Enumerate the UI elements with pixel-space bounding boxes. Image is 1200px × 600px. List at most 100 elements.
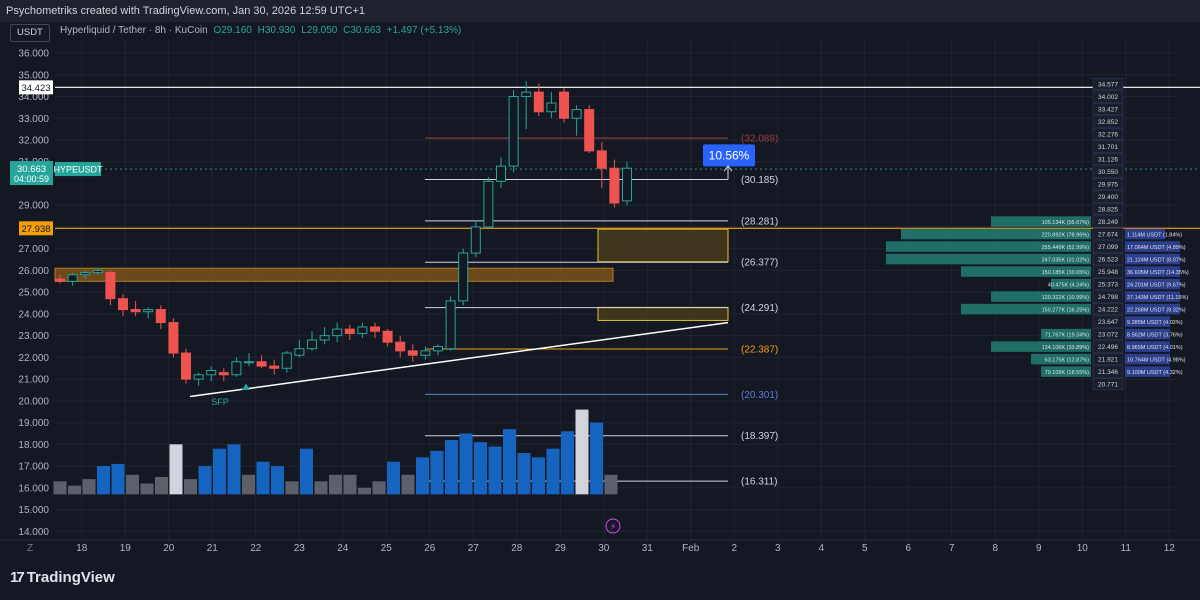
fib-level-label: (24.291)	[741, 303, 778, 314]
orderbook-price: 31.701	[1098, 144, 1118, 151]
price-tag-resistance	[19, 80, 53, 95]
orderbook-ask-bar	[1125, 328, 1170, 340]
ticker-tag	[55, 162, 101, 177]
candle-body	[395, 341, 406, 352]
volume-bar	[68, 485, 81, 495]
orderbook-ask-bar	[1125, 278, 1180, 290]
fvg-zone-lower	[597, 306, 729, 321]
candle-body	[218, 372, 229, 376]
volume-bar	[488, 446, 502, 495]
orderbook-bid-bar	[1041, 366, 1091, 377]
candle-body	[622, 167, 632, 202]
orderbook-ask-label: 8.562M USDT (3.76%)	[1127, 333, 1183, 339]
x-tick-label: 30	[598, 543, 610, 554]
orderbook-ask-bar	[1125, 353, 1170, 365]
candle-body	[496, 165, 506, 182]
price-chart[interactable]: (32.089) (30.185) (28.281) (26.377) (24.291)…	[0, 0, 1200, 560]
orderbook-ask-label: 24.201M USDT (9.67%)	[1127, 283, 1186, 289]
x-tick-label: 20	[163, 543, 175, 554]
tradingview-logo[interactable]: 17 TradingView	[10, 569, 115, 586]
orderbook-ask-label: 27.143M USDT (11.15%)	[1127, 295, 1188, 301]
orderbook-bid-bar	[1041, 328, 1091, 340]
events-icon	[605, 518, 621, 534]
volume-bar	[285, 481, 299, 495]
volume-bar	[314, 481, 328, 495]
orderbook-price-cell	[1092, 227, 1124, 241]
tv-logo-icon: 17	[10, 569, 25, 586]
orderbook-price-cell	[1092, 353, 1124, 366]
candle-body	[458, 252, 469, 302]
volume-bar	[271, 466, 284, 495]
orderbook-ask-label: 1.114M USDT (1.84%)	[1127, 233, 1182, 239]
orderbook-bid-label: 120.322K (10.99%)	[1042, 295, 1090, 301]
candle-body	[546, 102, 557, 113]
candle-body	[130, 309, 141, 313]
y-tick-label: 32.000	[18, 136, 49, 147]
volume-bar	[575, 409, 589, 495]
candle-body	[596, 150, 607, 169]
orderbook-price: 21.921	[1098, 357, 1118, 364]
candle-body	[420, 350, 431, 356]
candle-body	[80, 272, 91, 276]
orderbook-price-cell	[1092, 365, 1124, 378]
orderbook-bid-label: 105.134K (55.67%)	[1042, 220, 1090, 226]
orderbook-bid-bar	[961, 266, 1091, 277]
x-tick-label: 11	[1121, 543, 1132, 554]
chart-attribution: Psychometriks created with TradingView.c…	[0, 0, 1200, 22]
x-tick-label: 3	[775, 543, 781, 554]
volume-bar	[430, 450, 444, 495]
y-tick-label: 35.000	[18, 70, 49, 81]
fib-level-label: (28.281)	[741, 216, 778, 227]
currency-selector[interactable]: USDT	[10, 24, 50, 42]
orderbook-price: 26.523	[1098, 257, 1118, 264]
x-tick-label: 19	[120, 543, 132, 554]
orderbook-price-cell	[1092, 190, 1124, 203]
y-tick-label: 29.000	[18, 201, 49, 212]
orderbook-bid-bar	[961, 303, 1091, 315]
orderbook-price: 25.373	[1098, 282, 1118, 289]
fib-level-label: (22.387)	[741, 344, 778, 355]
y-tick-label: 19.000	[18, 418, 49, 429]
candle-body	[92, 269, 103, 274]
volume-bar	[184, 479, 197, 495]
orderbook-price-cell	[1092, 278, 1124, 291]
orderbook-bid-label: 40.475K (4.24%)	[1048, 283, 1089, 289]
symbol-info: Hyperliquid / Tether · 8h · KuCoin O29.1…	[60, 22, 464, 40]
orderbook-price: 21.346	[1098, 369, 1118, 376]
orderbook-price-cell	[1092, 265, 1124, 278]
orderbook-price-cell	[1092, 165, 1124, 178]
orderbook-price: 34.002	[1098, 94, 1118, 101]
candle-body	[319, 335, 330, 341]
x-tick-label: 2	[731, 543, 737, 554]
y-tick-label: 24.000	[18, 309, 49, 320]
fib-level-label: (26.377)	[741, 258, 778, 269]
y-tick-label: 27.000	[18, 244, 49, 255]
orderbook-bid-label: 79.109K (18.55%)	[1045, 370, 1090, 376]
candle-body	[445, 300, 456, 350]
x-tick-label: 5	[862, 543, 868, 554]
orderbook-price: 27.674	[1098, 232, 1118, 239]
candle-body	[193, 374, 204, 380]
volume-bar	[82, 479, 96, 495]
orderbook-price-cell	[1092, 290, 1124, 303]
symbol-name[interactable]: Hyperliquid / Tether · 8h · KuCoin	[60, 25, 208, 36]
orderbook-ask-label: 22.268M USDT (9.32%)	[1127, 308, 1186, 314]
orderbook-ask-label: 21.124M USDT (8.07%)	[1127, 258, 1186, 264]
candle-body	[168, 322, 179, 354]
candle-body	[470, 226, 481, 254]
volume-bar	[242, 474, 255, 495]
volume-bar	[198, 466, 212, 495]
orderbook-bid-bar	[1031, 353, 1091, 365]
orderbook-price: 30.550	[1098, 169, 1118, 176]
ohlc-low: L29.050	[301, 25, 338, 36]
fvg-zone-upper	[597, 228, 729, 263]
orderbook-price-cell	[1092, 90, 1124, 103]
ohlc-close: C30.663	[343, 25, 381, 36]
x-tick-label: 7	[949, 543, 955, 554]
orderbook-bid-bar	[991, 216, 1091, 227]
orderbook-ask-bar	[1125, 253, 1180, 265]
volume-bar	[126, 474, 139, 495]
volume-bar	[387, 461, 400, 495]
x-tick-label: 26	[424, 543, 436, 554]
sfp-label: SFP	[211, 397, 229, 407]
